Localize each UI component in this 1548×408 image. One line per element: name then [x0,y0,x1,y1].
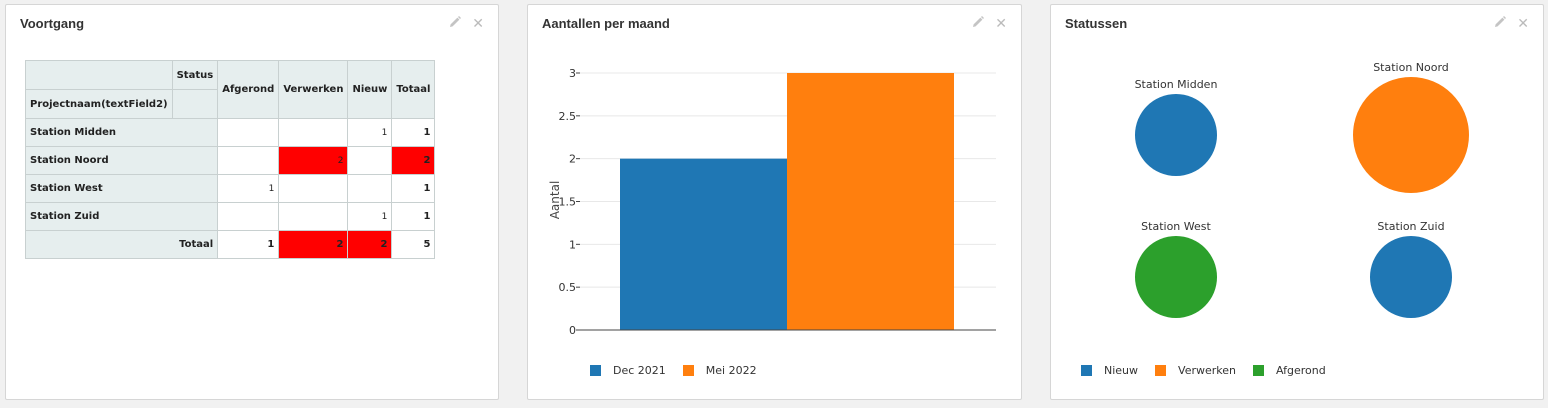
panel-title: Aantallen per maand [542,16,670,31]
pivot-col-header: Afgerond [217,60,280,119]
panel-title: Voortgang [20,16,85,31]
table-cell [347,174,393,203]
legend-label: Dec 2021 [613,364,666,377]
legend-swatch [1081,365,1092,376]
bar-chart: 0 0.5 1 1.5 2 2.5 3 Aantal [548,67,996,337]
legend-label: Afgerond [1276,364,1326,377]
bubble[interactable] [1353,77,1469,193]
pivot-row-dimension: Projectnaam(textField2) [25,89,173,119]
table-cell [278,202,349,231]
legend-label: Verwerken [1178,364,1236,377]
y-tick-label: 1 [569,238,576,251]
legend-item[interactable]: Mei 2022 [682,364,757,377]
col-total: 1 [217,230,280,259]
legend-swatch [682,365,694,376]
legend-label: Mei 2022 [705,364,757,377]
bubble[interactable] [1134,93,1218,177]
legend-label: Nieuw [1104,364,1139,377]
pivot-col-header: Totaal [391,60,436,119]
row-label: Station Zuid [24,202,219,231]
totals-label: Totaal [24,230,219,259]
table-cell [347,146,393,175]
y-tick-label: 3 [569,67,576,80]
bubble-chart: Station Midden Station Noord Station West S… [1134,61,1469,319]
row-label: Station Midden [24,118,219,147]
table-cell: 1 [347,202,393,231]
bubble-label: Station West [1141,220,1211,233]
y-tick-label: 0.5 [559,281,577,294]
y-axis-label: Aantal [548,181,562,220]
pivot-col-header: Verwerken [278,60,349,119]
bubble-chart-legend: Nieuw Verwerken Afgerond [1081,364,1343,377]
voortgang-panel: Voortgang ✕ Status Afgerond Verwerken Ni… [5,4,499,400]
bubble-label: Station Noord [1373,61,1449,74]
col-total-highlight: 2 [347,230,393,259]
row-label: Station West [24,174,219,203]
statussen-panel: Statussen ✕ Station Midden Station Noord S… [1050,4,1544,400]
bubble[interactable] [1134,235,1218,319]
pivot-col-header: Nieuw [347,60,393,119]
row-total-highlight: 2 [391,146,436,175]
table-row: Station West 1 1 [24,174,436,203]
table-cell-highlight: 2 [278,146,349,175]
table-cell [217,202,280,231]
row-total: 1 [391,118,436,147]
y-tick-label: 2 [569,153,576,166]
bar[interactable] [787,73,954,330]
legend-swatch [1155,365,1167,376]
bubble-label: Station Zuid [1377,220,1444,233]
close-icon[interactable]: ✕ [995,15,1007,31]
bar-chart-legend: Dec 2021 Mei 2022 [590,364,774,377]
aantallen-panel: Aantallen per maand ✕ 0 0.5 1 1.5 2 2.5 3 Aant… [527,4,1022,400]
pencil-icon[interactable] [971,15,985,31]
row-total: 1 [391,174,436,203]
close-icon[interactable]: ✕ [472,15,484,31]
close-icon[interactable]: ✕ [1517,15,1529,31]
legend-item[interactable]: Verwerken [1155,364,1236,377]
legend-item[interactable]: Afgerond [1253,364,1326,377]
y-tick-label: 0 [569,324,576,337]
table-row: Station Zuid 1 1 [24,202,436,231]
bar-chart-ticks: 0 0.5 1 1.5 2 2.5 3 [559,67,996,337]
table-row: Station Midden 1 1 [24,118,436,147]
panel-tools: ✕ [448,15,484,31]
row-label: Station Noord [24,146,219,175]
table-row: Station Noord 2 2 [24,146,436,175]
legend-swatch [1253,365,1264,376]
pivot-table: Status Afgerond Verwerken Nieuw Totaal P… [24,60,436,259]
legend-item[interactable]: Nieuw [1081,364,1138,377]
table-cell [278,174,349,203]
table-cell: 1 [347,118,393,147]
table-cell [278,118,349,147]
y-tick-label: 2.5 [559,110,577,123]
col-total-highlight: 2 [278,230,349,259]
table-cell: 1 [217,174,280,203]
table-cell [217,118,280,147]
y-tick-label: 1.5 [559,196,577,209]
panel-title: Statussen [1065,16,1128,31]
row-total: 1 [391,202,436,231]
bar[interactable] [620,158,787,330]
pencil-icon[interactable] [448,15,462,31]
grand-total: 5 [391,230,436,259]
totals-row: Totaal 1 2 2 5 [24,230,436,259]
bubble-label: Station Midden [1135,78,1218,91]
panel-tools: ✕ [1493,15,1529,31]
table-cell [217,146,280,175]
panel-tools: ✕ [971,15,1007,31]
legend-item[interactable]: Dec 2021 [590,364,666,377]
legend-swatch [590,365,601,376]
pivot-col-dimension: Status [171,60,219,90]
bubble[interactable] [1369,235,1453,319]
pencil-icon[interactable] [1493,15,1507,31]
bar-chart-bars [620,73,954,330]
